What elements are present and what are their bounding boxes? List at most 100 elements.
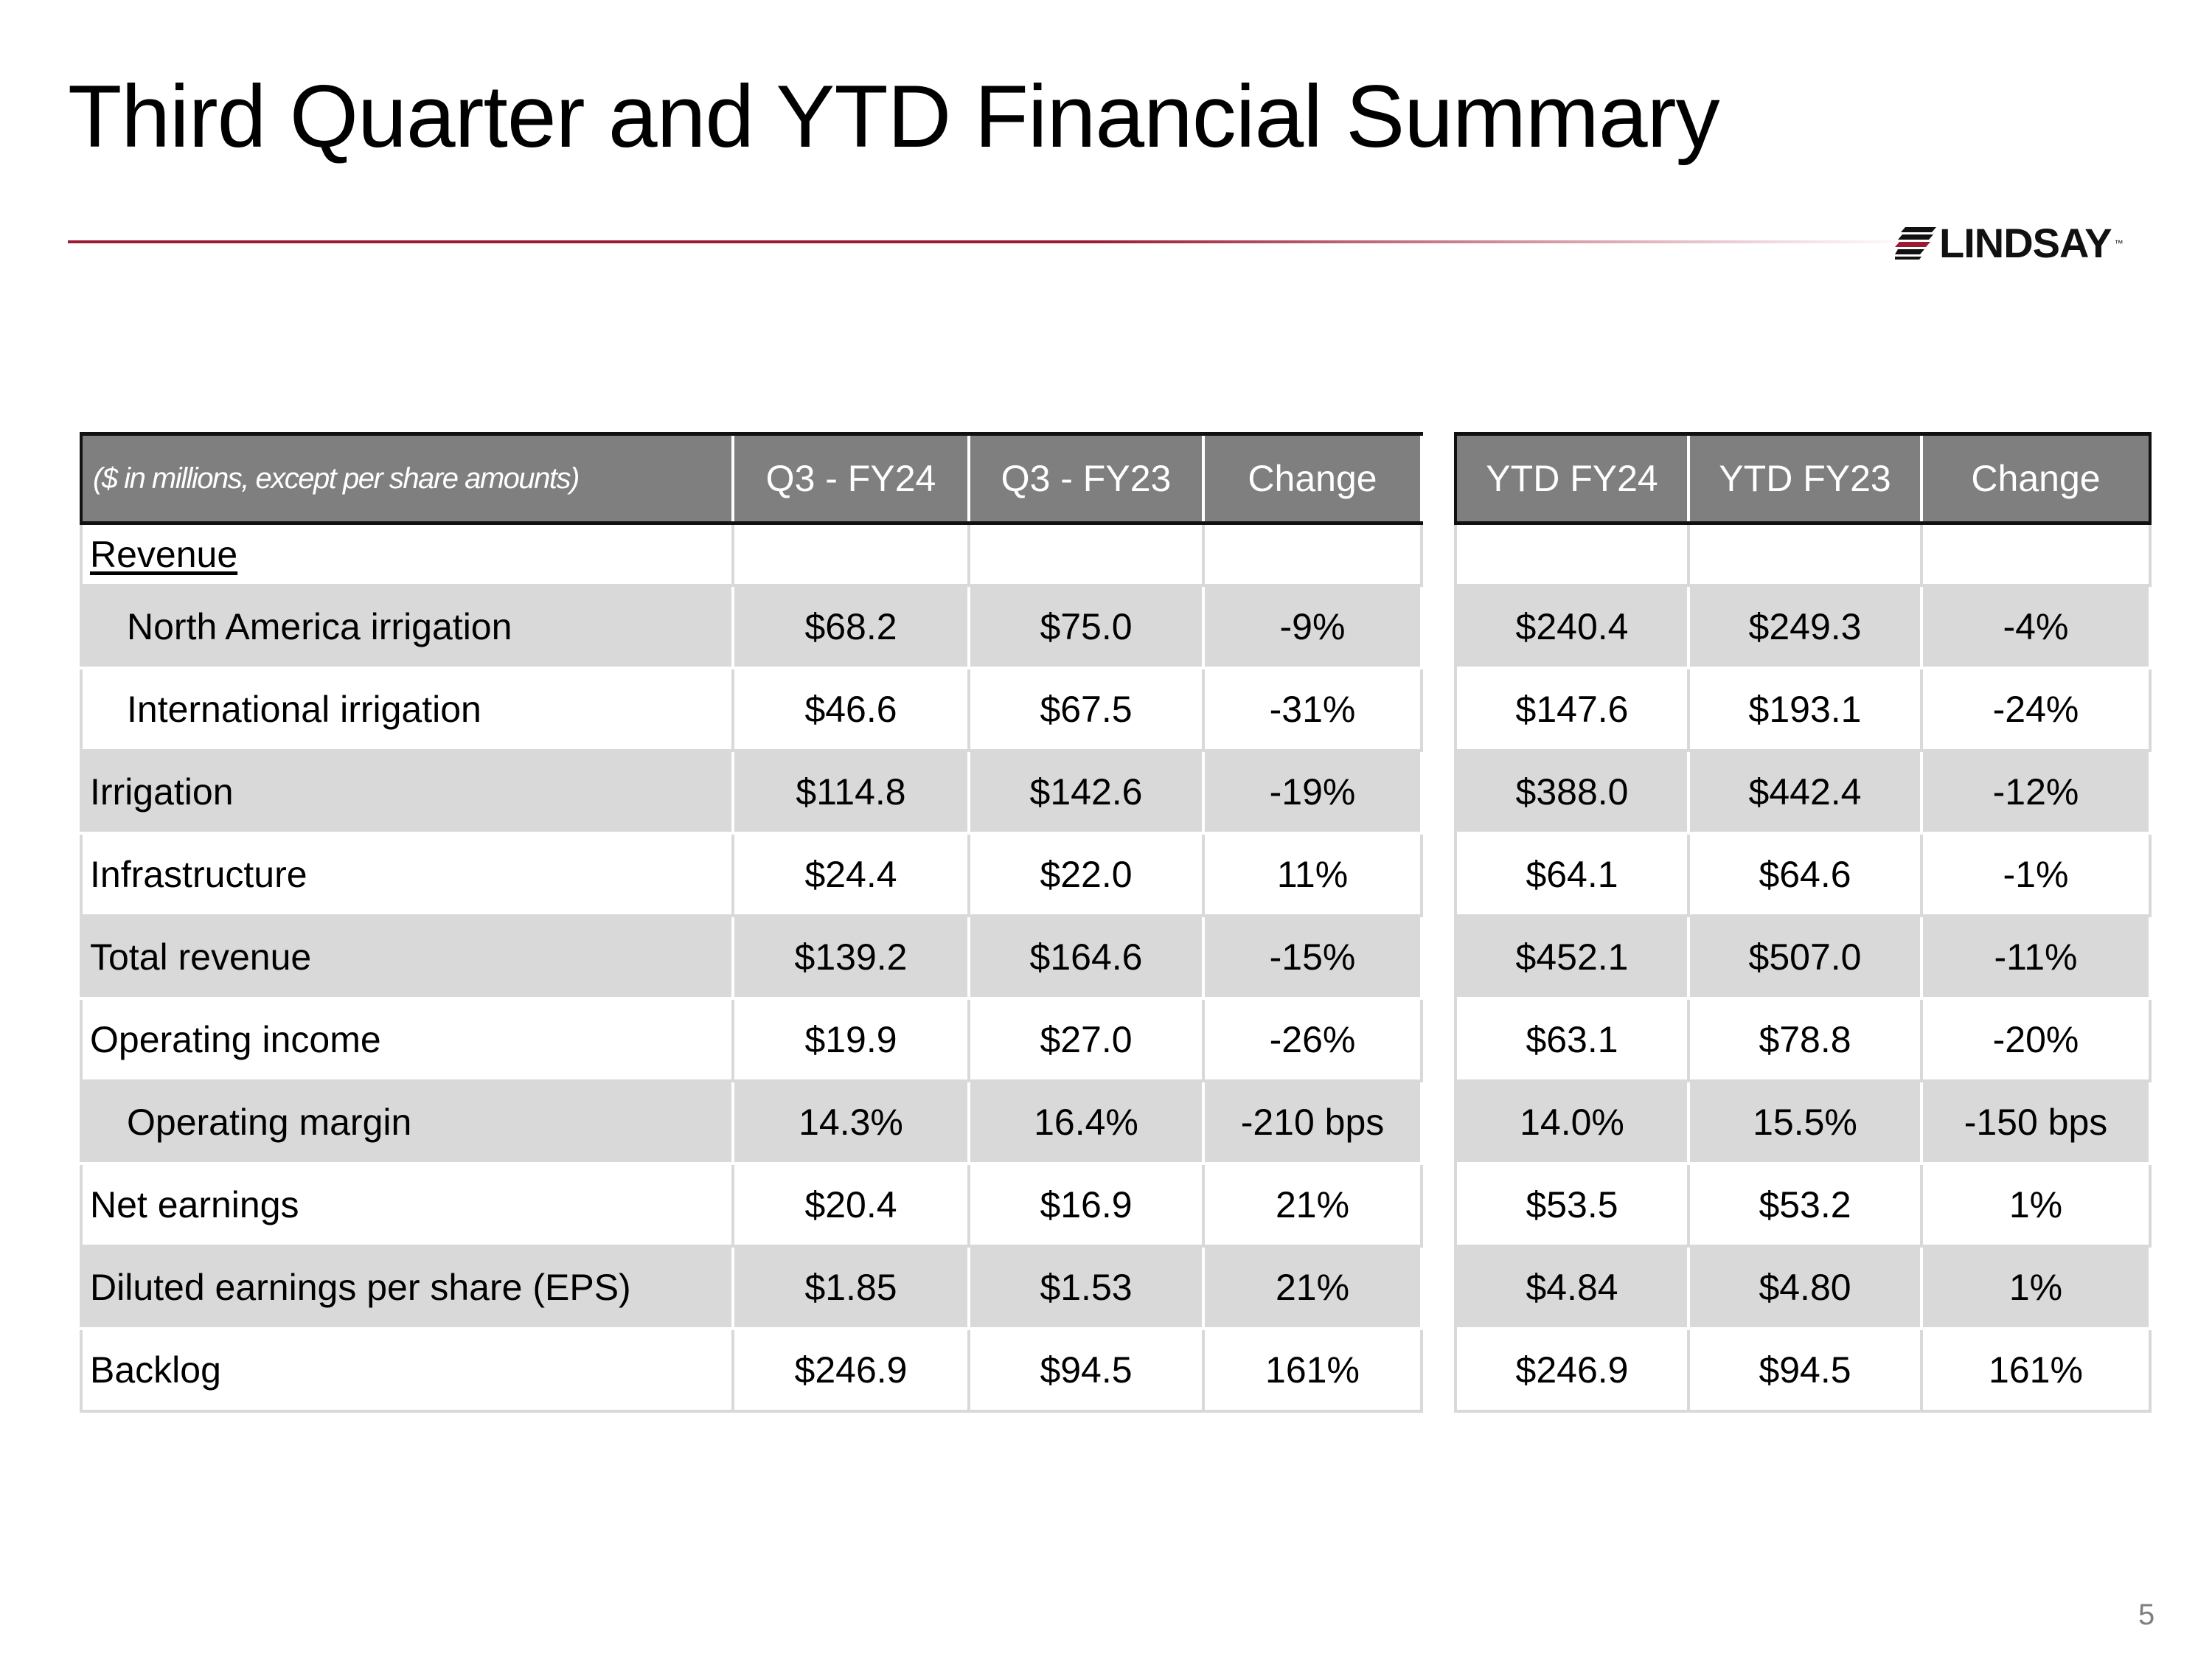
cell-ytd-fy24: $246.9 <box>1454 1327 1690 1413</box>
cell-q3-fy24: $68.2 <box>731 584 970 669</box>
cell-q3-fy23: $22.0 <box>967 832 1205 917</box>
cell-q3-fy24: $19.9 <box>731 997 970 1082</box>
cell-q3-fy24: $1.85 <box>731 1245 970 1330</box>
cell-q3-change: 21% <box>1202 1162 1423 1248</box>
table-row: Total revenue $139.2 $164.6 -15% $452.1 … <box>80 914 2152 1000</box>
row-label: North America irrigation <box>80 584 734 669</box>
column-header-q3-fy23: Q3 - FY23 <box>967 432 1205 525</box>
cell-ytd-fy23: $53.2 <box>1687 1162 1923 1248</box>
cell-q3-fy23: 16.4% <box>967 1079 1205 1165</box>
empty-cell <box>1920 521 2152 587</box>
logo-wordmark: LINDSAY <box>1939 220 2112 266</box>
cell-ytd-change: -150 bps <box>1920 1079 2152 1165</box>
empty-cell <box>1687 521 1923 587</box>
table-row: North America irrigation $68.2 $75.0 -9%… <box>80 584 2152 669</box>
row-label: Net earnings <box>80 1162 734 1248</box>
cell-ytd-fy24: $53.5 <box>1454 1162 1690 1248</box>
cell-ytd-change: -1% <box>1920 832 2152 917</box>
row-label: Operating income <box>80 997 734 1082</box>
column-header-q3-change: Change <box>1202 432 1423 525</box>
cell-q3-fy24: $24.4 <box>731 832 970 917</box>
cell-ytd-fy23: $249.3 <box>1687 584 1923 669</box>
cell-q3-fy23: $1.53 <box>967 1245 1205 1330</box>
cell-ytd-fy23: 15.5% <box>1687 1079 1923 1165</box>
table-row: Backlog $246.9 $94.5 161% $246.9 $94.5 1… <box>80 1327 2152 1413</box>
cell-ytd-change: -12% <box>1920 749 2152 835</box>
column-gap <box>1420 1164 1457 1246</box>
cell-ytd-fy23: $507.0 <box>1687 914 1923 1000</box>
company-logo: LINDSAY ™ <box>1895 221 2124 265</box>
table-row: Operating income $19.9 $27.0 -26% $63.1 … <box>80 997 2152 1082</box>
table-row: Irrigation $114.8 $142.6 -19% $388.0 $44… <box>80 749 2152 835</box>
column-gap <box>1420 585 1457 668</box>
column-gap <box>1420 434 1457 524</box>
cell-q3-fy23: $16.9 <box>967 1162 1205 1248</box>
cell-ytd-fy24: $4.84 <box>1454 1245 1690 1330</box>
cell-q3-change: -19% <box>1202 749 1423 835</box>
cell-ytd-change: -24% <box>1920 667 2152 752</box>
cell-ytd-fy24: $64.1 <box>1454 832 1690 917</box>
table-row: International irrigation $46.6 $67.5 -31… <box>80 667 2152 752</box>
column-gap <box>1420 1081 1457 1164</box>
cell-ytd-fy23: $78.8 <box>1687 997 1923 1082</box>
cell-q3-fy24: 14.3% <box>731 1079 970 1165</box>
cell-q3-change: 11% <box>1202 832 1423 917</box>
cell-ytd-fy23: $4.80 <box>1687 1245 1923 1330</box>
row-label: Total revenue <box>80 914 734 1000</box>
cell-q3-fy24: $114.8 <box>731 749 970 835</box>
row-label: Operating margin <box>80 1079 734 1165</box>
cell-q3-fy24: $139.2 <box>731 914 970 1000</box>
cell-q3-fy23: $27.0 <box>967 997 1205 1082</box>
empty-cell <box>731 521 970 587</box>
cell-ytd-fy23: $193.1 <box>1687 667 1923 752</box>
cell-q3-fy23: $142.6 <box>967 749 1205 835</box>
cell-q3-change: -15% <box>1202 914 1423 1000</box>
cell-ytd-fy23: $94.5 <box>1687 1327 1923 1413</box>
column-header-ytd-change: Change <box>1920 432 2152 525</box>
cell-q3-change: 161% <box>1202 1327 1423 1413</box>
cell-ytd-change: -20% <box>1920 997 2152 1082</box>
section-label-text: Revenue <box>90 534 238 575</box>
cell-ytd-fy24: $63.1 <box>1454 997 1690 1082</box>
row-label: Irrigation <box>80 749 734 835</box>
cell-q3-fy23: $67.5 <box>967 667 1205 752</box>
table-row: Operating margin 14.3% 16.4% -210 bps 14… <box>80 1079 2152 1165</box>
cell-ytd-change: 1% <box>1920 1245 2152 1330</box>
column-gap <box>1420 998 1457 1081</box>
units-note: ($ in millions, except per share amounts… <box>80 432 734 525</box>
row-label: Backlog <box>80 1327 734 1413</box>
financial-summary-table: ($ in millions, except per share amounts… <box>80 432 2152 1413</box>
column-gap <box>1420 523 1457 585</box>
column-gap <box>1420 751 1457 833</box>
title-divider <box>68 240 1926 243</box>
table-row: Net earnings $20.4 $16.9 21% $53.5 $53.2… <box>80 1162 2152 1248</box>
cell-ytd-fy23: $442.4 <box>1687 749 1923 835</box>
cell-q3-fy24: $46.6 <box>731 667 970 752</box>
cell-ytd-fy24: $240.4 <box>1454 584 1690 669</box>
table-header-row: ($ in millions, except per share amounts… <box>80 432 2152 525</box>
cell-ytd-change: -11% <box>1920 914 2152 1000</box>
cell-ytd-fy24: $388.0 <box>1454 749 1690 835</box>
cell-q3-change: -31% <box>1202 667 1423 752</box>
cell-ytd-change: 161% <box>1920 1327 2152 1413</box>
empty-cell <box>1454 521 1690 587</box>
cell-ytd-change: -4% <box>1920 584 2152 669</box>
column-gap <box>1420 1329 1457 1411</box>
cell-q3-fy23: $164.6 <box>967 914 1205 1000</box>
cell-q3-fy24: $20.4 <box>731 1162 970 1248</box>
column-header-ytd-fy23: YTD FY23 <box>1687 432 1923 525</box>
column-gap <box>1420 916 1457 998</box>
row-label: International irrigation <box>80 667 734 752</box>
page-number: 5 <box>2138 1599 2155 1631</box>
column-gap <box>1420 833 1457 916</box>
cell-ytd-fy23: $64.6 <box>1687 832 1923 917</box>
cell-q3-change: -26% <box>1202 997 1423 1082</box>
table-row-section-revenue: Revenue <box>80 521 2152 587</box>
cell-ytd-fy24: 14.0% <box>1454 1079 1690 1165</box>
row-label: Infrastructure <box>80 832 734 917</box>
section-label: Revenue <box>80 521 734 587</box>
cell-q3-change: -210 bps <box>1202 1079 1423 1165</box>
cell-q3-change: -9% <box>1202 584 1423 669</box>
column-header-ytd-fy24: YTD FY24 <box>1454 432 1690 525</box>
slide-title: Third Quarter and YTD Financial Summary <box>68 67 1720 166</box>
